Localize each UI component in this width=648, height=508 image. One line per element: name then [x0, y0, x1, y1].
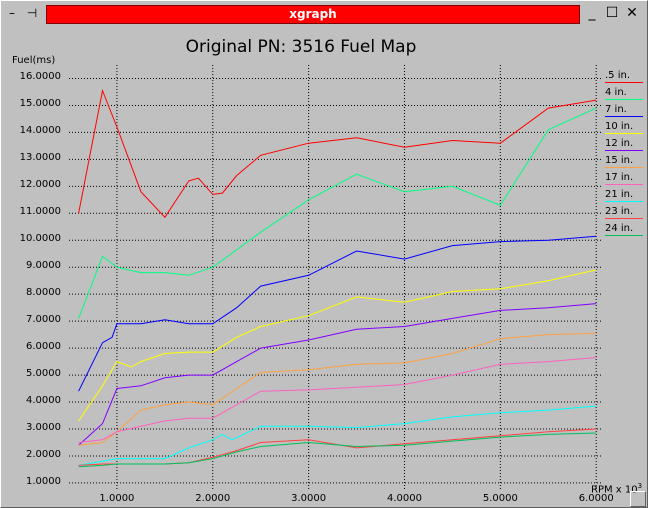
pin-icon[interactable]: ⊣	[26, 6, 38, 20]
legend-swatch	[605, 167, 643, 168]
legend-label: 7 in.	[605, 104, 627, 115]
legend-item: 17 in.	[605, 172, 645, 189]
y-tick-label: 15.0000	[19, 98, 61, 110]
x-axis-label-text: RPM x 10	[591, 484, 638, 496]
legend-swatch	[605, 235, 643, 236]
legend-item: 12 in.	[605, 138, 645, 155]
title-bar[interactable]: – ⊣ xgraph _ ☐ ✕	[1, 1, 647, 25]
series-line-0	[78, 88, 597, 219]
series-line-2	[78, 235, 597, 392]
legend-label: 12 in.	[605, 138, 634, 149]
y-tick-label: 13.0000	[19, 152, 61, 164]
y-axis-label: Fuel(ms)	[12, 55, 56, 66]
legend-item: 10 in.	[605, 121, 645, 138]
y-tick-label: 14.0000	[19, 125, 61, 137]
x-tick-label: 2.0000	[195, 493, 231, 504]
x-tick-label: 6.0000	[578, 493, 614, 504]
x-tick-label: 3.0000	[291, 493, 327, 504]
close-button[interactable]: ✕	[626, 5, 638, 21]
title-highlight[interactable]: xgraph	[46, 5, 580, 24]
legend-item: 7 in.	[605, 104, 645, 121]
x-tick-label: 4.0000	[386, 493, 422, 504]
series-line-9	[78, 432, 597, 468]
x-axis-label: RPM x 103	[591, 482, 642, 495]
legend-swatch	[605, 184, 643, 185]
window-menu-icon[interactable]: –	[9, 6, 15, 20]
legend-item: 4 in.	[605, 87, 645, 104]
series-line-4	[78, 303, 597, 446]
chart-title: Original PN: 3516 Fuel Map	[185, 37, 417, 57]
series-line-8	[78, 428, 597, 466]
series-line-7	[78, 405, 597, 466]
y-tick-label: 8.0000	[26, 287, 61, 299]
legend-item: .5 in.	[605, 70, 645, 87]
legend-label: 10 in.	[605, 121, 634, 132]
y-tick-label: 1.0000	[26, 475, 61, 487]
grid	[69, 65, 601, 491]
x-tick-label: 1.0000	[99, 493, 135, 504]
legend-swatch	[605, 218, 643, 219]
series-line-1	[78, 107, 597, 319]
legend-swatch	[605, 82, 643, 83]
series-line-5	[78, 332, 597, 446]
legend-item: 24 in.	[605, 223, 645, 240]
y-tick-label: 2.0000	[26, 448, 61, 460]
y-tick-label: 9.0000	[26, 260, 61, 272]
x-tick-label: 5.0000	[482, 493, 518, 504]
x-axis-label-exponent: 3	[637, 482, 643, 490]
legend-item: 23 in.	[605, 206, 645, 223]
legend-label: 21 in.	[605, 189, 634, 200]
y-tick-label: 11.0000	[19, 206, 61, 218]
legend-label: 4 in.	[605, 87, 627, 98]
legend-swatch	[605, 201, 643, 202]
series-lines	[78, 88, 597, 468]
y-tick-label: 16.0000	[19, 71, 61, 83]
y-tick-label: 7.0000	[26, 314, 61, 326]
window-title: xgraph	[289, 7, 337, 21]
legend-item: 15 in.	[605, 155, 645, 172]
y-tick-label: 10.0000	[19, 233, 61, 245]
series-line-3	[78, 269, 597, 422]
y-tick-label: 3.0000	[26, 421, 61, 433]
legend-item: 21 in.	[605, 189, 645, 206]
legend-swatch	[605, 116, 643, 117]
legend-swatch	[605, 133, 643, 134]
minimize-button[interactable]: _	[588, 5, 596, 21]
maximize-button[interactable]: ☐	[605, 5, 619, 21]
y-tick-label: 5.0000	[26, 368, 61, 380]
legend-label: 17 in.	[605, 172, 634, 183]
resize-grip[interactable]	[630, 491, 646, 507]
series-line-6	[78, 357, 597, 443]
y-tick-label: 4.0000	[26, 395, 61, 407]
plot-area	[69, 65, 601, 491]
y-tick-label: 6.0000	[26, 341, 61, 353]
legend-label: 24 in.	[605, 223, 634, 234]
legend-label: .5 in.	[605, 70, 631, 81]
legend-label: 15 in.	[605, 155, 634, 166]
legend-label: 23 in.	[605, 206, 634, 217]
legend-swatch	[605, 150, 643, 151]
y-tick-label: 12.0000	[19, 179, 61, 191]
legend-swatch	[605, 99, 643, 100]
